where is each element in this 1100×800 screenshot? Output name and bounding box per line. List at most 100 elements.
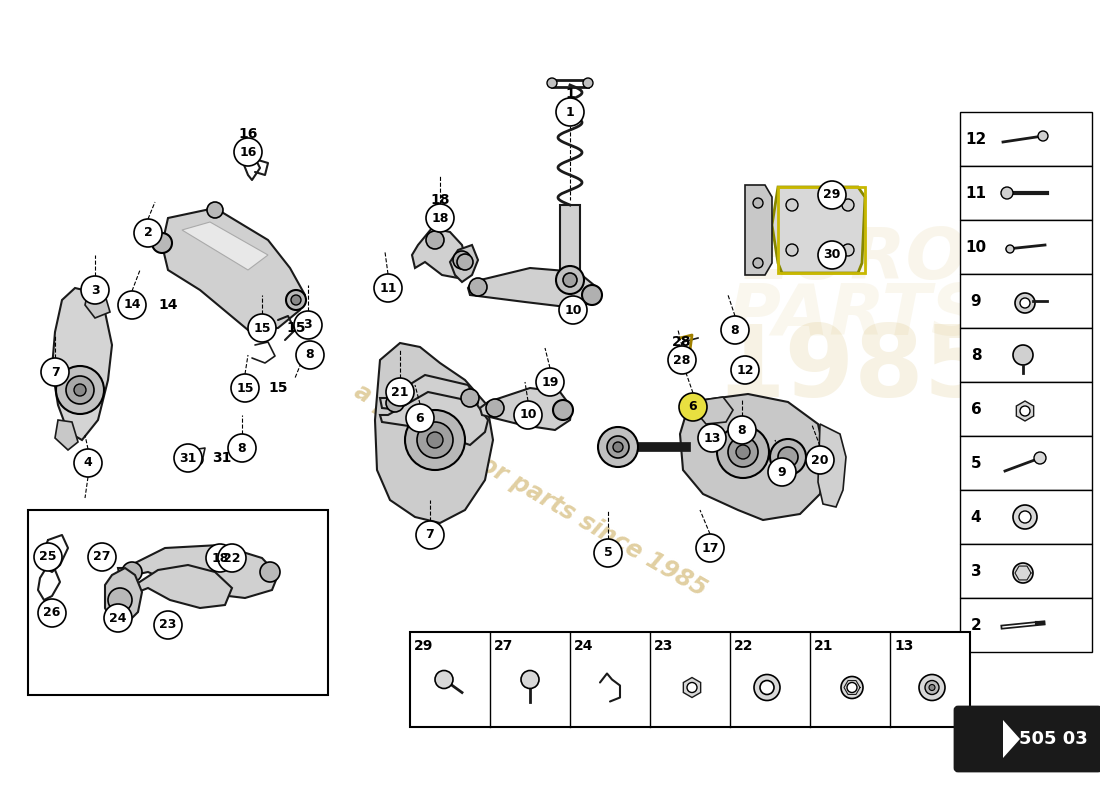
Polygon shape — [135, 565, 232, 608]
Bar — [960, 544, 1092, 598]
Bar — [960, 274, 1092, 328]
Circle shape — [754, 198, 763, 208]
Circle shape — [41, 358, 69, 386]
Circle shape — [778, 447, 798, 467]
Text: a passion for parts since 1985: a passion for parts since 1985 — [350, 379, 711, 601]
Text: 8: 8 — [970, 347, 981, 362]
Circle shape — [228, 434, 256, 462]
Circle shape — [728, 416, 756, 444]
Polygon shape — [680, 394, 826, 520]
Circle shape — [770, 439, 806, 475]
Polygon shape — [375, 343, 493, 523]
Text: 505 03: 505 03 — [1019, 730, 1088, 748]
Circle shape — [594, 539, 621, 567]
Text: 17: 17 — [702, 542, 718, 554]
Text: 12: 12 — [736, 363, 754, 377]
Circle shape — [563, 273, 578, 287]
Text: 23: 23 — [654, 639, 673, 653]
Text: 9: 9 — [778, 466, 786, 478]
Circle shape — [74, 384, 86, 396]
Circle shape — [1020, 298, 1030, 308]
Text: 15: 15 — [236, 382, 254, 394]
Text: 26: 26 — [43, 606, 60, 619]
Polygon shape — [450, 245, 478, 282]
Circle shape — [56, 366, 104, 414]
Text: 29: 29 — [823, 189, 840, 202]
Bar — [960, 490, 1092, 544]
Circle shape — [607, 436, 629, 458]
Polygon shape — [683, 678, 701, 698]
Circle shape — [806, 446, 834, 474]
Circle shape — [514, 401, 542, 429]
Text: 16: 16 — [240, 146, 256, 158]
Text: 9: 9 — [970, 294, 981, 309]
Circle shape — [426, 204, 454, 232]
Bar — [960, 220, 1092, 274]
FancyBboxPatch shape — [955, 707, 1100, 771]
Circle shape — [88, 543, 116, 571]
Text: 23: 23 — [160, 618, 177, 631]
Circle shape — [842, 677, 864, 698]
Text: 27: 27 — [94, 550, 111, 563]
Circle shape — [818, 181, 846, 209]
Text: 15: 15 — [268, 381, 288, 395]
Circle shape — [598, 427, 638, 467]
Circle shape — [754, 258, 763, 268]
Polygon shape — [104, 568, 142, 625]
Circle shape — [521, 670, 539, 689]
Circle shape — [74, 449, 102, 477]
Text: 29: 29 — [415, 639, 433, 653]
Text: 12: 12 — [966, 131, 987, 146]
Circle shape — [1019, 511, 1031, 523]
Circle shape — [1013, 345, 1033, 365]
Text: 19: 19 — [541, 375, 559, 389]
Circle shape — [847, 682, 857, 693]
Bar — [960, 598, 1092, 652]
Circle shape — [154, 611, 182, 639]
Circle shape — [34, 543, 62, 571]
Polygon shape — [85, 292, 110, 318]
Polygon shape — [182, 222, 268, 270]
Text: 18: 18 — [430, 193, 450, 207]
Text: 8: 8 — [306, 349, 315, 362]
Circle shape — [456, 254, 473, 270]
Circle shape — [786, 199, 798, 211]
Text: 8: 8 — [238, 442, 246, 454]
Circle shape — [286, 290, 306, 310]
Text: 28: 28 — [673, 354, 691, 366]
Circle shape — [1006, 245, 1014, 253]
Circle shape — [469, 278, 487, 296]
Circle shape — [296, 341, 324, 369]
Text: 6: 6 — [970, 402, 981, 417]
Text: 20: 20 — [812, 454, 828, 466]
Circle shape — [1034, 452, 1046, 464]
Text: 16: 16 — [239, 127, 257, 141]
Circle shape — [698, 424, 726, 452]
Circle shape — [760, 681, 774, 694]
Circle shape — [732, 356, 759, 384]
Text: 24: 24 — [109, 611, 126, 625]
Bar — [28, 510, 328, 695]
Circle shape — [613, 442, 623, 452]
Text: 1: 1 — [565, 106, 574, 118]
Circle shape — [768, 458, 796, 486]
Text: 10: 10 — [564, 303, 582, 317]
Circle shape — [66, 376, 94, 404]
Polygon shape — [118, 545, 278, 598]
Text: 6: 6 — [416, 411, 425, 425]
Circle shape — [754, 674, 780, 701]
Circle shape — [294, 311, 322, 339]
Circle shape — [218, 544, 246, 572]
Text: 7: 7 — [51, 366, 59, 378]
Circle shape — [39, 599, 66, 627]
Text: 3: 3 — [970, 563, 981, 578]
Text: 5: 5 — [970, 455, 981, 470]
Bar — [960, 328, 1092, 382]
Circle shape — [918, 674, 945, 701]
Text: 13: 13 — [703, 431, 720, 445]
Text: EURO: EURO — [742, 226, 968, 294]
Circle shape — [547, 78, 557, 88]
Text: 21: 21 — [392, 386, 409, 398]
Circle shape — [728, 437, 758, 467]
Circle shape — [118, 291, 146, 319]
